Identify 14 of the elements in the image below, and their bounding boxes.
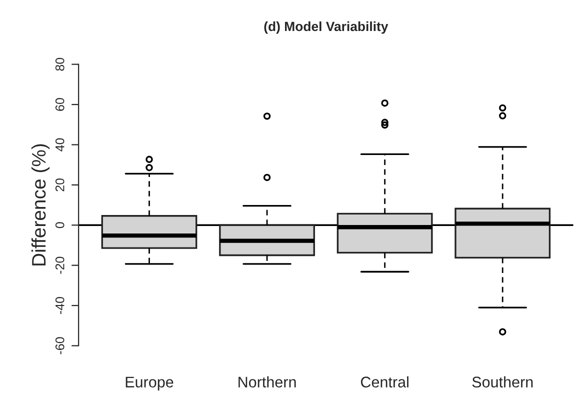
y-tick-label: 0	[55, 222, 64, 228]
y-tick-label: -40	[55, 296, 64, 314]
x-tick-label: Central	[360, 376, 408, 388]
x-tick-label: Southern	[472, 376, 533, 388]
y-tick-label: 80	[55, 58, 64, 71]
y-axis-title: Difference (%)	[31, 144, 50, 266]
y-tick-label: 20	[55, 178, 64, 192]
chart-title: (d) Model Variability	[264, 21, 388, 34]
x-tick-label: Europe	[126, 376, 174, 391]
y-tick-label: -20	[55, 256, 64, 274]
y-tick-label: -60	[55, 337, 64, 354]
y-tick-label: 40	[55, 138, 64, 152]
y-tick-label: 60	[55, 98, 64, 111]
x-tick-label: Northern	[238, 376, 296, 388]
